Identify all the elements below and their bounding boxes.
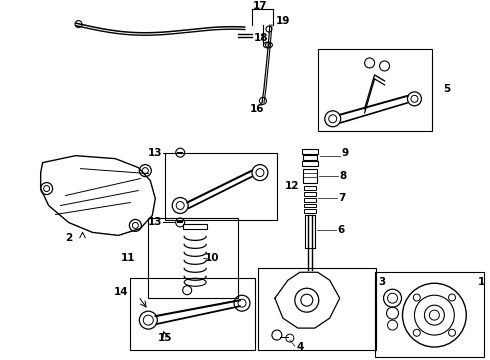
Text: 18: 18 — [254, 33, 269, 43]
Bar — [304, 185, 316, 190]
Bar — [302, 149, 318, 154]
Bar — [304, 210, 316, 213]
Text: 6: 6 — [338, 225, 345, 235]
Text: 10: 10 — [205, 253, 220, 263]
Text: 5: 5 — [443, 84, 451, 94]
Bar — [130, 278, 255, 350]
Bar — [304, 192, 316, 195]
Bar — [318, 49, 432, 131]
Bar — [374, 272, 484, 357]
Text: 8: 8 — [340, 171, 347, 181]
Bar — [302, 161, 318, 166]
Text: 4: 4 — [297, 342, 304, 352]
Text: 19: 19 — [276, 16, 290, 26]
Bar — [304, 198, 316, 202]
Text: 2: 2 — [65, 233, 72, 243]
Text: 11: 11 — [121, 253, 135, 263]
Text: 3: 3 — [379, 277, 386, 287]
Text: 14: 14 — [114, 287, 128, 297]
Circle shape — [266, 42, 270, 48]
Text: 1: 1 — [478, 277, 486, 287]
Bar — [304, 203, 316, 207]
Bar — [148, 219, 238, 298]
Text: 17: 17 — [253, 1, 267, 11]
Bar — [303, 168, 317, 183]
Bar — [258, 268, 375, 350]
Text: 12: 12 — [285, 181, 299, 190]
Bar — [165, 153, 277, 220]
Text: 13: 13 — [148, 148, 162, 158]
Text: 9: 9 — [342, 148, 349, 158]
Text: 13: 13 — [148, 217, 162, 228]
Text: 16: 16 — [250, 104, 264, 114]
Text: 15: 15 — [158, 333, 172, 343]
Bar — [183, 224, 207, 229]
Bar — [303, 155, 317, 159]
Text: 7: 7 — [339, 193, 346, 203]
